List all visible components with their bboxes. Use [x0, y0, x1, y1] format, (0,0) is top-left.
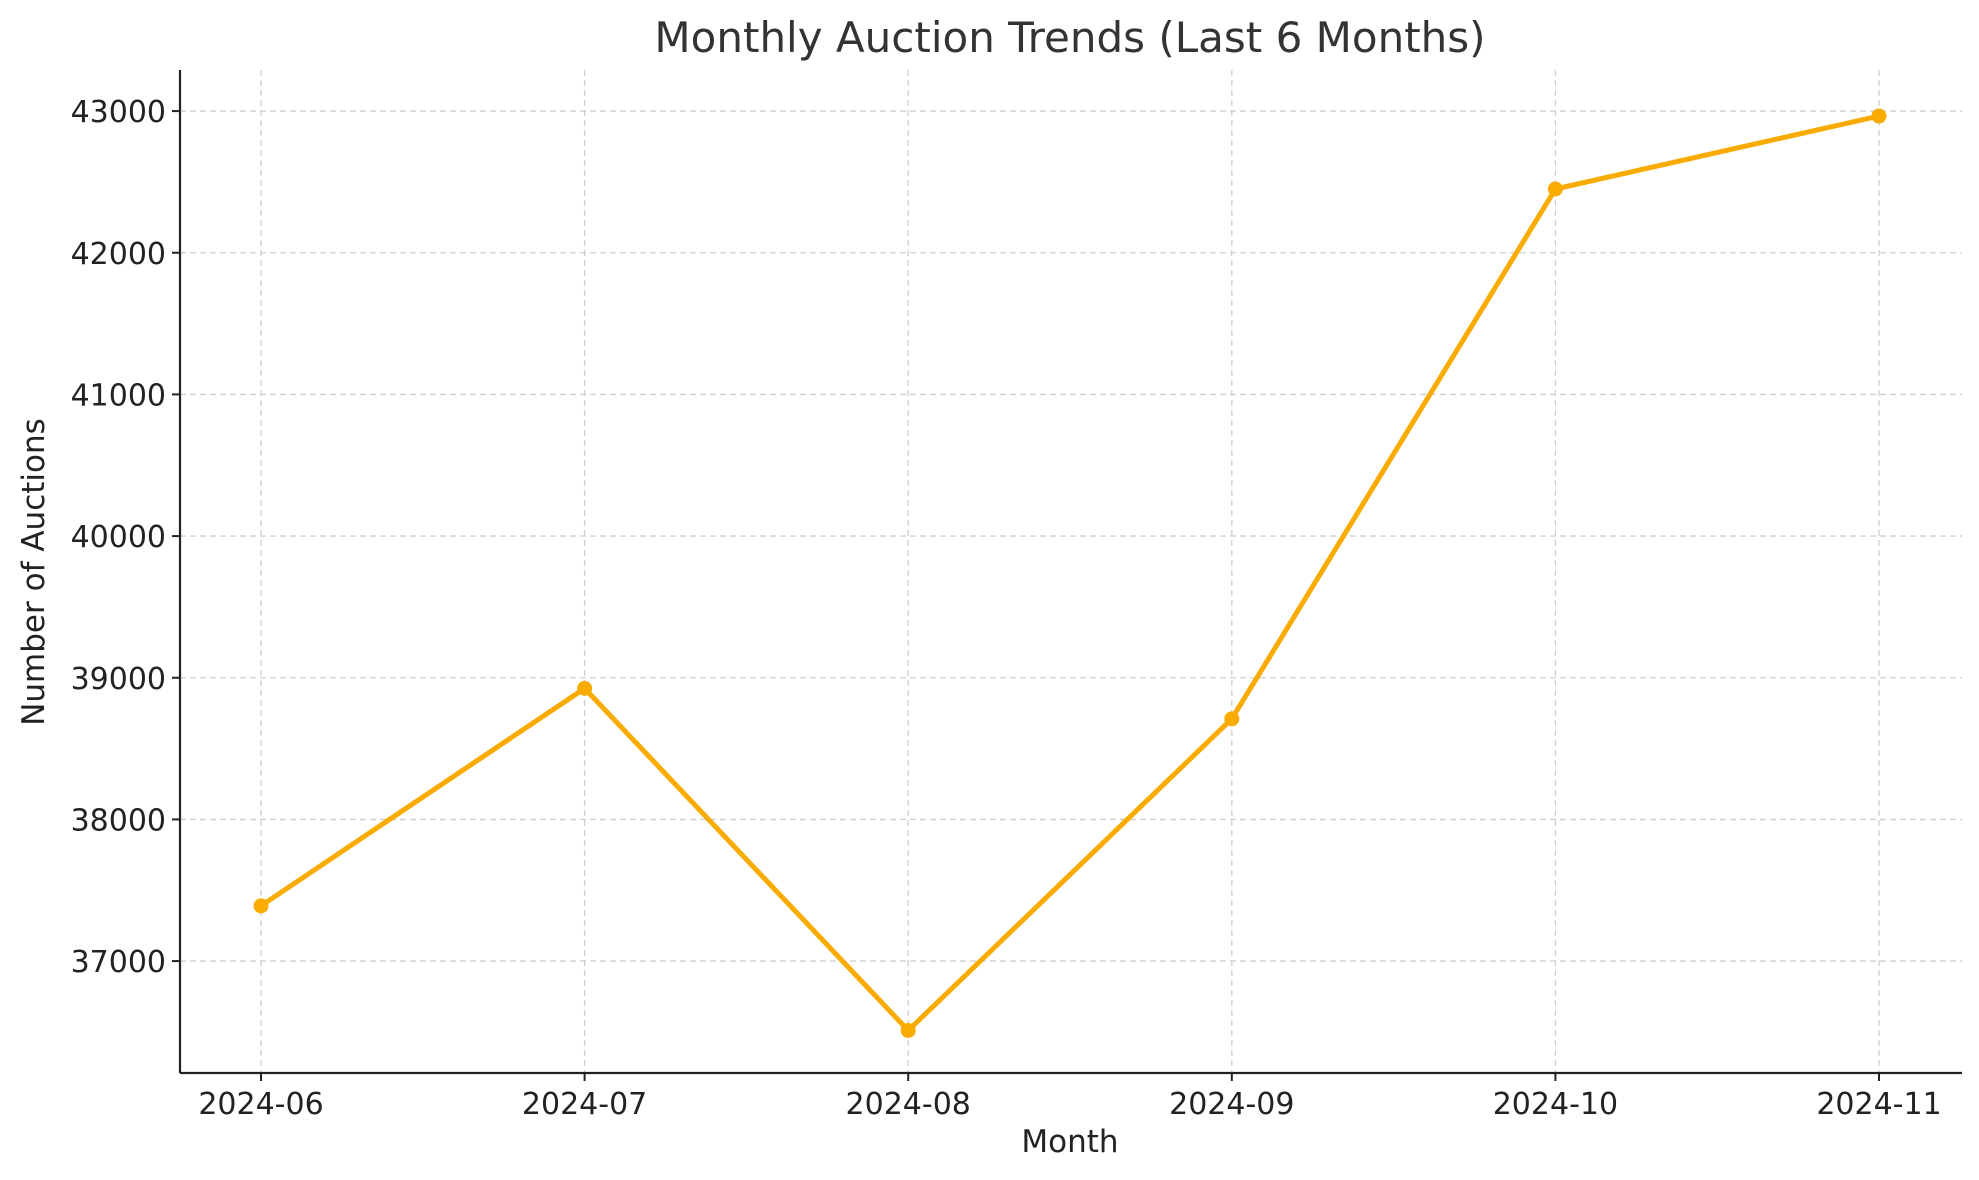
y-tick-label: 42000	[71, 237, 166, 272]
series-layer	[253, 108, 1887, 1038]
x-axis-title: Month	[1021, 1124, 1118, 1160]
y-tick-label: 43000	[71, 95, 166, 130]
x-tick-label: 2024-10	[1493, 1087, 1618, 1122]
grid-layer	[180, 70, 1962, 1073]
data-point	[253, 898, 269, 914]
data-point	[577, 680, 593, 696]
series-line	[258, 113, 1882, 1033]
x-tick-label: 2024-09	[1169, 1087, 1294, 1122]
y-tick-label: 38000	[71, 803, 166, 838]
x-tick-label: 2024-06	[198, 1087, 323, 1122]
x-tick-label: 2024-07	[522, 1087, 647, 1122]
y-tick-label: 41000	[71, 378, 166, 413]
ticks-layer: 2024-06 2024-07 2024-08 2024-09 2024-10 2024-…	[71, 95, 1942, 1122]
data-point	[1871, 108, 1887, 124]
y-tick-label: 39000	[71, 662, 166, 697]
y-axis-title: Number of Auctions	[16, 418, 52, 726]
y-tick-label: 40000	[71, 520, 166, 555]
y-tick-label: 37000	[71, 945, 166, 980]
x-tick-label: 2024-08	[846, 1087, 971, 1122]
data-point	[1547, 181, 1563, 197]
chart-title: Monthly Auction Trends (Last 6 Months)	[654, 13, 1485, 62]
x-tick-label: 2024-11	[1816, 1087, 1941, 1122]
data-point	[1224, 711, 1240, 727]
data-point	[900, 1023, 916, 1038]
axes-layer	[178, 70, 1962, 1075]
